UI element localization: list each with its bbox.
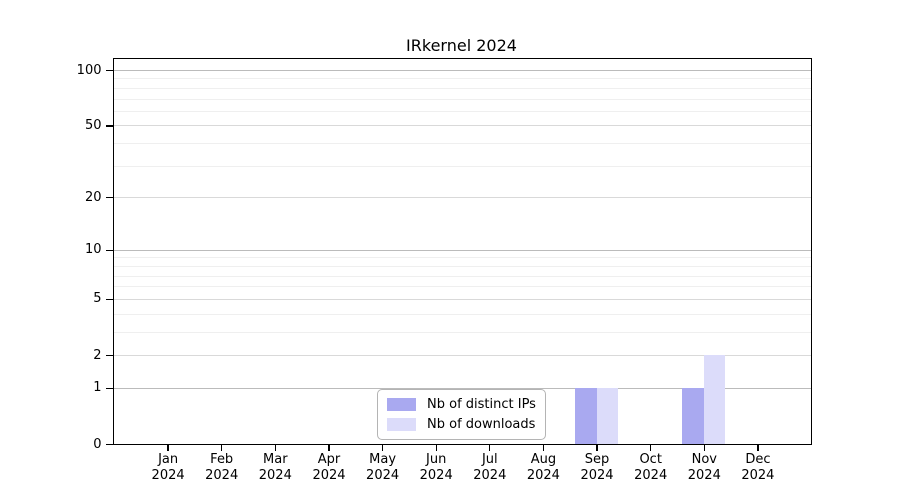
y-tick-label-2: 2	[93, 347, 102, 363]
mid-gridline-50	[114, 125, 811, 127]
x-tick-label-apr: Apr 2024	[312, 451, 346, 483]
mid-gridline-5	[114, 298, 811, 300]
x-tick-label-jul: Jul 2024	[473, 451, 507, 483]
minor-gridline-9	[114, 257, 811, 259]
x-tick-label-jan: Jan 2024	[151, 451, 185, 483]
downloads-swatch-icon	[387, 418, 416, 431]
bar-downloads-sep-2024	[596, 387, 618, 444]
x-tick-label-sep: Sep 2024	[580, 451, 614, 483]
x-tick-mark-mar	[274, 444, 276, 451]
legend-label-distinct-ips: Nb of distinct IPs	[427, 397, 536, 412]
y-tick-label-50: 50	[84, 117, 102, 133]
major-gridline-100	[114, 70, 811, 71]
minor-gridline-70	[114, 98, 811, 100]
mid-gridline-20	[114, 197, 811, 199]
x-tick-label-mar: Mar 2024	[258, 451, 292, 483]
legend-item-downloads: Nb of downloads	[387, 417, 535, 432]
y-tick-label-100: 100	[76, 62, 102, 78]
y-tick-mark-100	[106, 69, 113, 72]
y-tick-mark-1	[106, 387, 113, 389]
y-tick-mark-20	[106, 197, 113, 199]
minor-gridline-40	[114, 143, 811, 145]
y-tick-label-1: 1	[93, 380, 102, 396]
minor-gridline-8	[114, 265, 811, 267]
x-tick-label-feb: Feb 2024	[205, 451, 239, 483]
minor-gridline-7	[114, 275, 811, 277]
x-tick-mark-nov	[703, 444, 705, 451]
legend: Nb of distinct IPs Nb of downloads	[377, 389, 546, 440]
x-tick-mark-feb	[221, 444, 223, 451]
x-tick-label-nov: Nov 2024	[687, 451, 721, 483]
x-tick-label-jun: Jun 2024	[419, 451, 453, 483]
y-tick-mark-0	[106, 443, 113, 446]
major-gridline-1	[114, 387, 811, 389]
minor-gridline-3	[114, 331, 811, 333]
minor-gridline-4	[114, 313, 811, 315]
y-tick-mark-5	[106, 298, 113, 300]
x-tick-mark-dec	[757, 444, 759, 451]
x-tick-mark-aug	[542, 444, 545, 451]
x-tick-label-oct: Oct 2024	[634, 451, 668, 483]
minor-gridline-80	[114, 87, 811, 89]
distinct-ips-swatch-icon	[387, 398, 416, 411]
legend-label-downloads: Nb of downloads	[427, 417, 536, 432]
mid-gridline-2	[114, 355, 811, 356]
y-tick-label-10: 10	[84, 242, 102, 258]
x-tick-mark-apr	[328, 444, 330, 451]
x-tick-mark-jun	[435, 444, 437, 451]
minor-gridline-6	[114, 286, 811, 288]
bar-distinct-ips-nov-2024	[682, 387, 704, 444]
bar-distinct-ips-sep-2024	[575, 387, 597, 444]
x-tick-mark-jul	[489, 444, 491, 451]
y-tick-mark-10	[106, 249, 113, 251]
x-tick-label-aug: Aug 2024	[526, 451, 560, 483]
y-tick-label-5: 5	[93, 291, 102, 307]
y-tick-mark-2	[106, 354, 113, 357]
x-tick-label-may: May 2024	[366, 451, 400, 483]
major-gridline-10	[114, 249, 811, 251]
y-tick-mark-50	[106, 125, 113, 127]
x-tick-label-dec: Dec 2024	[741, 451, 775, 483]
bar-downloads-nov-2024	[703, 355, 726, 444]
x-tick-mark-jan	[167, 444, 169, 451]
minor-gridline-90	[114, 78, 811, 80]
chart-title: IRkernel 2024	[406, 36, 517, 55]
minor-gridline-60	[114, 110, 811, 112]
y-tick-label-20: 20	[84, 189, 102, 205]
y-tick-label-0: 0	[93, 436, 102, 452]
plot-area	[113, 58, 812, 445]
legend-item-distinct-ips: Nb of distinct IPs	[387, 397, 536, 412]
x-tick-mark-sep	[596, 444, 598, 451]
minor-gridline-30	[114, 165, 811, 167]
x-tick-mark-may	[381, 444, 384, 451]
x-tick-mark-oct	[650, 444, 652, 451]
